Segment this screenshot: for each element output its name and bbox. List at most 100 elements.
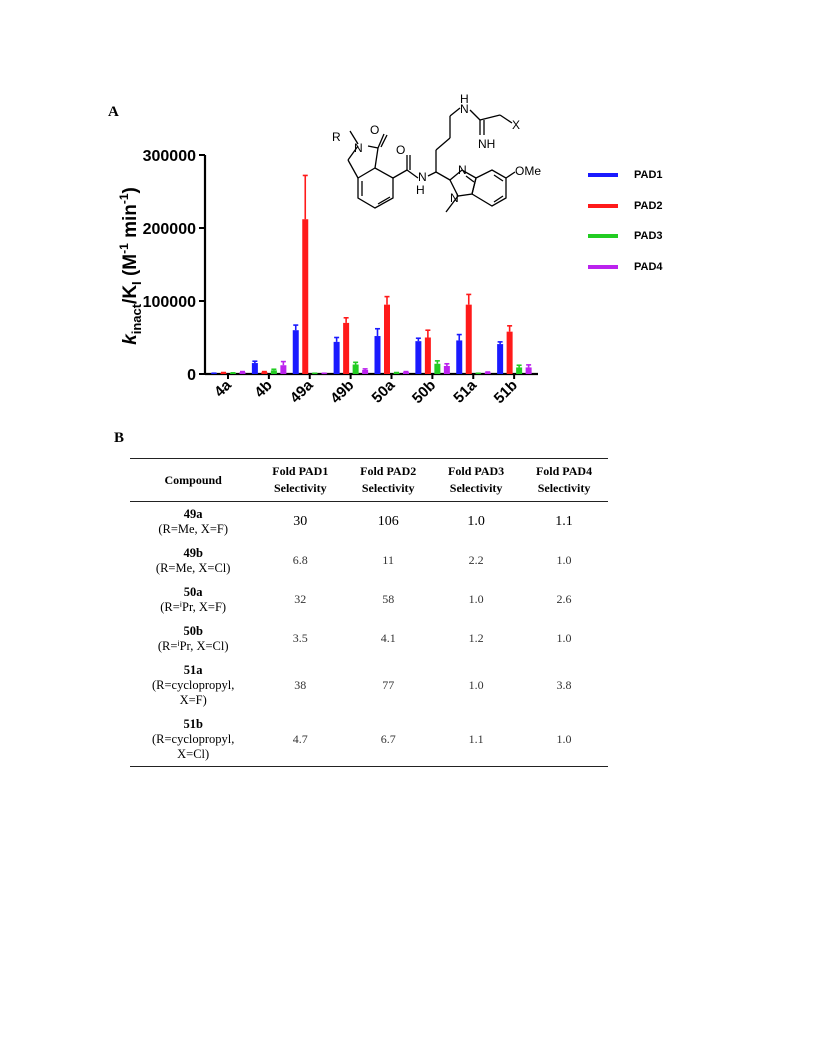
bar-pad3-50b <box>434 363 441 374</box>
bar-pad2-51b <box>506 331 513 374</box>
selectivity-value-pad1: 4.7 <box>292 731 308 746</box>
x-tick-label-50a: 50a <box>369 376 399 406</box>
compound-name: 50b <box>183 623 203 638</box>
legend-label: PAD2 <box>634 199 663 212</box>
table-row: 49b (R=Me, X=Cl) 6.8 11 2.2 1.0 <box>130 541 608 580</box>
compound-cell: 49b (R=Me, X=Cl) <box>130 541 256 580</box>
legend-item-pad4: PAD4 <box>588 252 663 283</box>
x-tick-label-51a: 51a <box>450 376 480 406</box>
bar-pad2-49a <box>302 219 309 374</box>
compound-desc: (R=ⁱPr, X=F) <box>160 599 227 614</box>
bar-pad2-51a <box>465 304 472 374</box>
bar-pad2-4a <box>220 372 227 374</box>
structure-n-ring: N <box>354 141 363 155</box>
structure-nh-imine: NH <box>478 137 495 151</box>
selectivity-value-pad3: 1.0 <box>468 677 484 692</box>
compound-cell: 51b (R=cyclopropyl, X=Cl) <box>130 712 256 767</box>
selectivity-value-pad4: 3.8 <box>556 677 572 692</box>
selectivity-table: Compound Fold PAD1 Selectivity Fold PAD2 S… <box>130 458 608 767</box>
x-tick-label-49a: 49a <box>287 376 317 406</box>
table-row: 51b (R=cyclopropyl, X=Cl) 4.7 6.7 1.1 1.0 <box>130 712 608 767</box>
header-pad1: Fold PAD1 Selectivity <box>272 464 329 495</box>
compound-cell: 50b (R=ⁱPr, X=Cl) <box>130 619 256 658</box>
bar-pad3-50a <box>393 372 400 374</box>
legend-item-pad3: PAD3 <box>588 221 663 252</box>
legend-label: PAD3 <box>634 230 663 243</box>
structure-o2: O <box>396 143 405 157</box>
x-tick-label-51b: 51b <box>491 377 521 407</box>
bar-pad4-4a <box>239 372 246 374</box>
structure-n-imid-top: N <box>458 163 467 177</box>
chart-legend: PAD1 PAD2 PAD3 PAD4 <box>588 160 663 282</box>
selectivity-value-pad4: 2.6 <box>556 592 572 606</box>
y-tick-label: 0 <box>187 367 196 384</box>
table-header-row: Compound Fold PAD1 Selectivity Fold PAD2 S… <box>130 458 608 502</box>
compound-desc: (R=Me, X=F) <box>158 521 228 536</box>
header-pad4: Fold PAD4 Selectivity <box>535 464 593 495</box>
table-row: 49a (R=Me, X=F) 30 106 1.0 1.1 <box>130 502 608 542</box>
bar-pad1-51a <box>456 340 463 374</box>
compound-desc-2: X=F) <box>179 692 207 707</box>
selectivity-value-pad4: 1.1 <box>555 514 573 529</box>
structure-x: X <box>512 118 520 132</box>
structure-n-imid-bottom: N <box>450 191 459 205</box>
structure-nh-amide-h: H <box>416 183 425 197</box>
x-tick-label-49b: 49b <box>327 377 357 407</box>
selectivity-value-pad1: 30 <box>293 514 308 529</box>
compound-desc: (R=cyclopropyl, <box>151 731 235 746</box>
bar-pad3-51b <box>516 367 523 374</box>
compound-desc-2: X=Cl) <box>177 746 210 761</box>
structure-nh-amide-n: N <box>418 170 427 184</box>
compound-cell: 51a (R=cyclopropyl, X=F) <box>130 658 256 712</box>
chart-bars <box>211 174 532 375</box>
bar-pad2-4b <box>261 372 268 374</box>
bar-pad1-51b <box>497 344 504 374</box>
selectivity-value-pad4: 1.0 <box>556 553 572 567</box>
compound-name: 51a <box>183 662 203 677</box>
selectivity-value-pad2: 6.7 <box>380 731 396 746</box>
structure-ome: OMe <box>515 164 541 178</box>
selectivity-value-pad2: 77 <box>382 677 395 692</box>
bar-pad1-49a <box>292 330 299 374</box>
selectivity-value-pad3: 1.0 <box>467 514 485 529</box>
x-tick-label-4a: 4a <box>211 376 235 400</box>
table-row: 50a (R=ⁱPr, X=F) 32 58 1.0 2.6 <box>130 580 608 619</box>
bar-pad4-51b <box>525 367 532 374</box>
chart-ticks: 0 100000 200000 300000 4a 4b 49a 49b 50a 50b 51a 51… <box>143 148 521 407</box>
selectivity-value-pad1: 3.5 <box>292 631 308 645</box>
selectivity-value-pad4: 1.0 <box>556 731 572 746</box>
legend-item-pad2: PAD2 <box>588 191 663 222</box>
bar-pad4-50b <box>443 365 450 374</box>
bar-pad2-50a <box>384 304 390 374</box>
chemical-structure-labels: R O N O N H N N OMe N H X NH <box>332 92 541 205</box>
panel-label-b: B <box>114 430 125 446</box>
structure-nh-top-h: H <box>460 92 469 106</box>
x-tick-label-50b: 50b <box>409 377 439 407</box>
header-compound: Compound <box>164 472 222 487</box>
selectivity-value-pad1: 32 <box>294 592 307 606</box>
chart-axes <box>203 155 538 376</box>
x-tick-label-4b: 4b <box>251 377 275 401</box>
panel-label-a: A <box>108 104 119 120</box>
y-tick-label: 200000 <box>143 221 196 238</box>
chemical-structure <box>347 107 516 213</box>
legend-label: PAD1 <box>634 169 663 182</box>
bar-chart: 0 100000 200000 300000 4a 4b 49a 49b 50a 50b 51a 51… <box>117 92 541 407</box>
y-tick-label: 300000 <box>143 148 196 165</box>
y-tick-label: 100000 <box>143 294 196 311</box>
legend-label: PAD4 <box>634 260 663 273</box>
bar-pad1-49b <box>333 341 340 374</box>
compound-desc: (R=Me, X=Cl) <box>155 560 231 575</box>
selectivity-value-pad4: 1.0 <box>556 631 572 645</box>
selectivity-value-pad2: 58 <box>382 592 395 606</box>
table-row: 50b (R=ⁱPr, X=Cl) 3.5 4.1 1.2 1.0 <box>130 619 608 658</box>
selectivity-value-pad1: 6.8 <box>292 553 308 567</box>
bar-pad3-4b <box>270 370 277 374</box>
legend-swatch <box>588 173 618 178</box>
compound-cell: 50a (R=ⁱPr, X=F) <box>130 580 256 619</box>
legend-swatch <box>588 203 618 208</box>
compound-name: 49b <box>183 545 203 560</box>
compound-desc: (R=ⁱPr, X=Cl) <box>157 638 229 653</box>
bar-pad4-4b <box>280 365 287 374</box>
selectivity-value-pad2: 106 <box>377 514 399 529</box>
